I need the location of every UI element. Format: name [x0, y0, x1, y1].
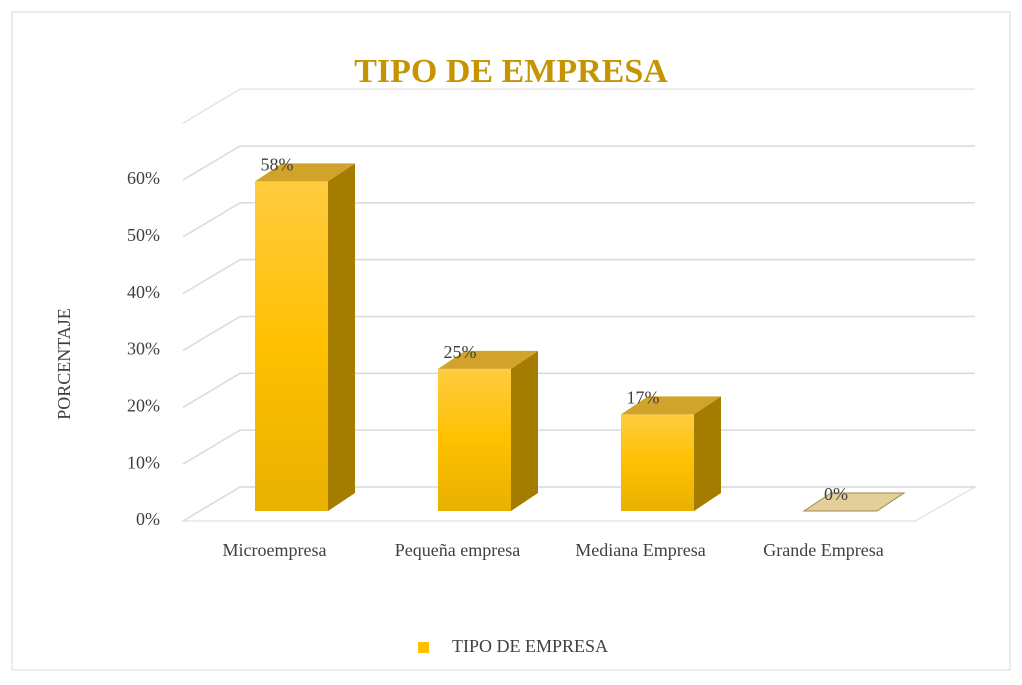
- x-tick-label: Mediana Empresa: [575, 540, 705, 560]
- bar-side: [328, 163, 355, 511]
- x-tick-label: Grande Empresa: [763, 540, 883, 560]
- bar-front: [438, 368, 511, 511]
- y-tick-label: 10%: [127, 452, 160, 472]
- x-tick-label: Microempresa: [223, 540, 327, 560]
- bar-top: [621, 396, 721, 415]
- value-label: 58%: [261, 154, 294, 174]
- grid-line: [182, 372, 975, 408]
- value-label: 17%: [627, 388, 660, 408]
- grid-line: [182, 315, 975, 352]
- x-tick-label: Pequeña empresa: [395, 540, 520, 560]
- value-label: 25%: [444, 342, 477, 362]
- value-label: 0%: [824, 484, 848, 504]
- grid-line: [182, 258, 975, 295]
- bar-top: [255, 163, 355, 182]
- y-tick-label: 60%: [127, 168, 160, 188]
- grid-line: [182, 429, 975, 465]
- bar-front: [255, 181, 328, 511]
- grid-line: [182, 202, 975, 238]
- y-tick-label: 40%: [127, 282, 160, 302]
- bar-side: [511, 350, 538, 511]
- y-tick-label: 30%: [127, 339, 160, 359]
- chart-border: [11, 11, 1011, 671]
- y-tick-label: 20%: [127, 395, 160, 415]
- y-axis-label: PORCENTAJE: [54, 308, 74, 420]
- bar-top: [802, 492, 906, 512]
- y-tick-label: 50%: [127, 225, 160, 245]
- chart-title: TIPO DE EMPRESA: [354, 53, 668, 90]
- wall-edge: [182, 88, 975, 124]
- grid-line: [182, 145, 975, 181]
- bar-top: [438, 350, 538, 369]
- y-tick-label: 0%: [136, 509, 160, 529]
- grid-line: [182, 486, 975, 522]
- legend-label: TIPO DE EMPRESA: [452, 636, 608, 656]
- bar-front: [621, 414, 694, 511]
- legend-swatch: [418, 642, 429, 653]
- bar-side: [694, 396, 721, 511]
